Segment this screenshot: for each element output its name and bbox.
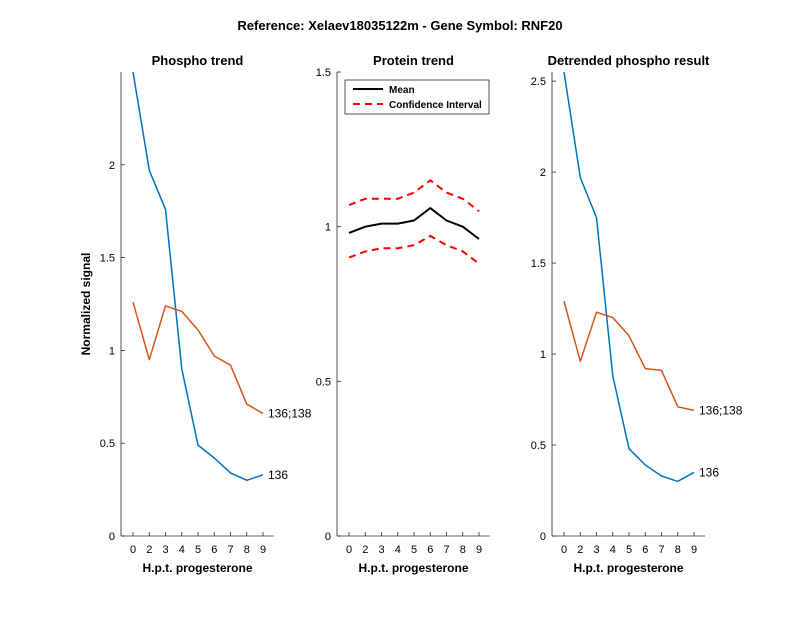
x-tick-label: 4 (179, 544, 185, 556)
x-tick-label: 8 (244, 544, 250, 556)
legend-entry-label: Mean (389, 85, 415, 96)
y-tick-label: 2 (109, 160, 115, 172)
x-tick-label: 3 (162, 544, 168, 556)
series-line-0 (563, 71, 695, 483)
y-tick-label: 2 (540, 167, 546, 179)
y-tick-label: 1.5 (316, 67, 331, 79)
series-line-0 (132, 71, 264, 482)
panel-title: Detrended phospho result (548, 53, 710, 68)
x-tick-label: 3 (378, 544, 384, 556)
y-tick-label: 1 (540, 349, 546, 361)
x-axis-label: H.p.t. progesterone (142, 561, 252, 575)
y-axis-label: Normalized signal (79, 253, 93, 356)
x-axis-label: H.p.t. progesterone (573, 561, 683, 575)
x-tick-label: 6 (211, 544, 217, 556)
series-end-label: 136 (268, 468, 288, 482)
x-tick-label: 0 (561, 544, 567, 556)
series-line-1 (348, 179, 480, 212)
x-tick-label: 5 (411, 544, 417, 556)
x-tick-label: 9 (260, 544, 266, 556)
series-line-0 (348, 207, 480, 240)
x-tick-label: 7 (443, 544, 449, 556)
legend-entry-label: Confidence Interval (389, 100, 482, 111)
x-tick-label: 8 (675, 544, 681, 556)
x-tick-label: 5 (195, 544, 201, 556)
x-axis-label: H.p.t. progesterone (358, 561, 468, 575)
y-tick-label: 0.5 (100, 438, 115, 450)
x-tick-label: 2 (146, 544, 152, 556)
series-line-1 (563, 301, 695, 412)
legend-box (344, 79, 490, 115)
series-line-2 (348, 234, 480, 265)
x-tick-label: 9 (476, 544, 482, 556)
x-tick-label: 3 (593, 544, 599, 556)
y-tick-label: 0 (109, 531, 115, 543)
y-tick-label: 2.5 (531, 76, 546, 88)
series-end-label: 136;138 (699, 403, 743, 417)
series-line-1 (132, 301, 264, 415)
series-end-label: 136 (699, 465, 719, 479)
y-tick-label: 1.5 (100, 253, 115, 265)
x-tick-label: 0 (346, 544, 352, 556)
y-tick-label: 0.5 (316, 376, 331, 388)
y-tick-label: 0.5 (531, 440, 546, 452)
figure-title: Reference: Xelaev18035122m - Gene Symbol… (237, 18, 562, 33)
x-tick-label: 6 (642, 544, 648, 556)
y-tick-label: 1 (325, 222, 331, 234)
x-tick-label: 6 (427, 544, 433, 556)
x-tick-label: 4 (395, 544, 401, 556)
series-end-label: 136;138 (268, 407, 312, 421)
x-tick-label: 7 (227, 544, 233, 556)
x-tick-label: 9 (691, 544, 697, 556)
panel-title: Protein trend (373, 53, 454, 68)
panel-title: Phospho trend (152, 53, 244, 68)
y-tick-label: 1 (109, 345, 115, 357)
x-tick-label: 0 (130, 544, 136, 556)
y-tick-label: 0 (325, 531, 331, 543)
x-tick-label: 5 (626, 544, 632, 556)
y-tick-label: 0 (540, 531, 546, 543)
x-tick-label: 2 (577, 544, 583, 556)
x-tick-label: 2 (362, 544, 368, 556)
x-tick-label: 7 (658, 544, 664, 556)
x-tick-label: 8 (460, 544, 466, 556)
x-tick-label: 4 (610, 544, 616, 556)
y-tick-label: 1.5 (531, 258, 546, 270)
